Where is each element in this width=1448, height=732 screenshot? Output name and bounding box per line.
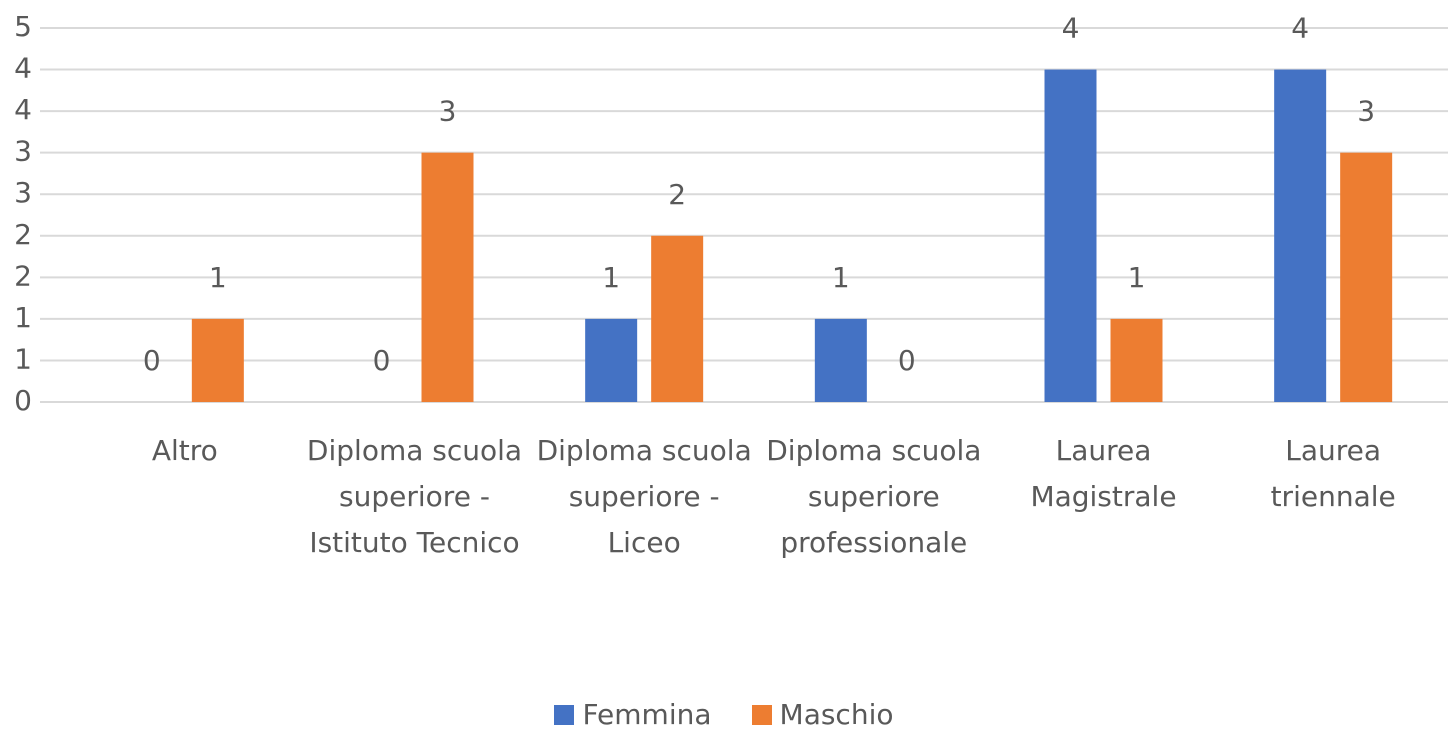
legend-item: Femmina (554, 698, 712, 731)
data-label: 0 (373, 344, 391, 377)
data-label: 3 (1357, 95, 1375, 128)
legend-swatch (554, 704, 575, 725)
legend-label: Maschio (779, 698, 894, 731)
x-tick-label: Laurea Magistrale (1030, 434, 1177, 513)
bar (651, 235, 704, 402)
y-tick-label: 5 (14, 10, 32, 43)
y-tick-label: 3 (14, 135, 32, 168)
data-label: 4 (1291, 12, 1309, 45)
y-tick-label: 3 (14, 176, 32, 209)
x-tick-label: Altro (151, 434, 218, 467)
data-label: 1 (602, 261, 620, 294)
bar (1340, 152, 1393, 402)
legend-swatch (751, 704, 772, 725)
bar (814, 318, 867, 402)
bar (585, 318, 638, 402)
y-tick-label: 4 (14, 93, 32, 126)
x-tick-label: Diploma scuola superiore professionale (766, 434, 982, 559)
legend-item: Maschio (751, 698, 894, 731)
y-tick-label: 1 (14, 301, 32, 334)
x-tick-label: Laurea triennale (1270, 434, 1396, 513)
data-label: 0 (898, 344, 916, 377)
data-label: 4 (1062, 12, 1080, 45)
bar (421, 152, 474, 402)
data-label: 2 (668, 178, 686, 211)
data-label: 1 (832, 261, 850, 294)
y-tick-label: 1 (14, 342, 32, 375)
data-label: 3 (439, 95, 457, 128)
bar (1110, 318, 1163, 402)
x-tick-label: Diploma scuola superiore - Liceo (536, 434, 752, 559)
data-label: 0 (143, 344, 161, 377)
y-tick-label: 4 (14, 52, 32, 85)
x-tick-label: Diploma scuola superiore - Istituto Tecn… (306, 434, 523, 559)
legend: Femmina Maschio (0, 698, 1448, 731)
bar (1044, 69, 1097, 403)
y-tick-label: 2 (14, 218, 32, 251)
legend-label: Femmina (582, 698, 712, 731)
data-label: 1 (209, 261, 227, 294)
y-tick-label: 0 (14, 384, 32, 417)
bar (191, 318, 244, 402)
y-tick-label: 2 (14, 259, 32, 292)
bar (1274, 69, 1327, 403)
data-label: 1 (1128, 261, 1146, 294)
